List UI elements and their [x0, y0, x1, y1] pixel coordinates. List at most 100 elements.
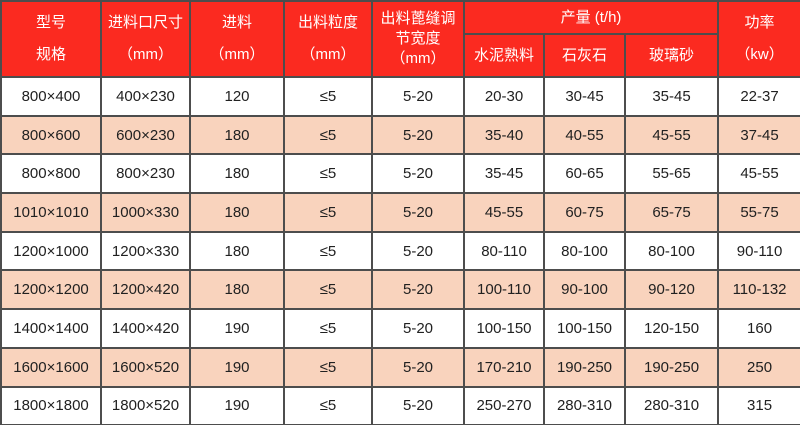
- table-cell: 120: [189, 76, 285, 117]
- header-grate-gap-adjust-width: 出料蓖缝调 节宽度 （mm）: [371, 0, 465, 78]
- table-cell: 5-20: [371, 153, 465, 195]
- table-cell: 35-45: [463, 153, 545, 195]
- table-cell: 250: [717, 346, 800, 388]
- table-row: 1200×1000 1200×330 180 ≤5 5-20 80-110 80-100 80…: [0, 230, 800, 272]
- table-cell: 5-20: [371, 308, 465, 349]
- table-cell: 5-20: [371, 385, 465, 425]
- table-cell: 180: [189, 114, 285, 156]
- table-cell: 20-30: [463, 76, 545, 117]
- table-cell: 180: [189, 269, 285, 311]
- table-cell: 5-20: [371, 192, 465, 233]
- table-cell: ≤5: [283, 230, 373, 272]
- table-cell: 170-210: [463, 346, 545, 388]
- table-cell: 110-132: [717, 269, 800, 311]
- table-cell: 190: [189, 346, 285, 388]
- table-cell: 5-20: [371, 269, 465, 311]
- table-row: 800×600 600×230 180 ≤5 5-20 35-40 40-55 45-55 37…: [0, 114, 800, 156]
- table-row: 1010×1010 1000×330 180 ≤5 5-20 45-55 60-75 65-7…: [0, 192, 800, 233]
- header-feed: 进料 （mm）: [189, 0, 285, 78]
- table-header: 型号 规格 进料口尺寸 （mm） 进料 （mm） 出料粒度 （mm） 出料蓖缝调…: [0, 0, 800, 78]
- table-cell: 65-75: [623, 192, 720, 233]
- header-power: 功率 （kw）: [717, 0, 800, 78]
- table-cell: 800×800: [0, 153, 102, 195]
- table-cell: ≤5: [283, 192, 373, 233]
- table-cell: 280-310: [623, 385, 720, 425]
- table-cell: 90-110: [717, 230, 800, 272]
- table-body: 800×400 400×230 120 ≤5 5-20 20-30 30-45 35-45 22…: [0, 76, 800, 425]
- table-cell: ≤5: [283, 269, 373, 311]
- table-cell: ≤5: [283, 385, 373, 425]
- table-cell: ≤5: [283, 114, 373, 156]
- table-cell: 190: [189, 385, 285, 425]
- table-cell: 100-150: [463, 308, 545, 349]
- table-cell: 1200×420: [100, 269, 191, 311]
- table-cell: 190: [189, 308, 285, 349]
- table-cell: 90-120: [623, 269, 720, 311]
- table-cell: ≤5: [283, 308, 373, 349]
- table-cell: 60-75: [543, 192, 626, 233]
- table-cell: 60-65: [543, 153, 626, 195]
- table-cell: 100-150: [543, 308, 626, 349]
- table-cell: 55-65: [623, 153, 720, 195]
- table-cell: 80-100: [623, 230, 720, 272]
- table-cell: 100-110: [463, 269, 545, 311]
- table-cell: 600×230: [100, 114, 191, 156]
- header-output-particle-size: 出料粒度 （mm）: [283, 0, 373, 78]
- table-row: 1600×1600 1600×520 190 ≤5 5-20 170-210 190-250…: [0, 346, 800, 388]
- table-cell: 55-75: [717, 192, 800, 233]
- table-cell: 1400×420: [100, 308, 191, 349]
- table-cell: 120-150: [623, 308, 720, 349]
- header-capacity-group: 产量 (t/h): [462, 0, 720, 35]
- table-cell: 190-250: [623, 346, 720, 388]
- table-cell: 35-40: [463, 114, 545, 156]
- table-cell: 800×600: [0, 114, 102, 156]
- table-cell: 1010×1010: [0, 192, 102, 233]
- header-glass-sand: 玻璃砂: [623, 33, 720, 78]
- table-cell: 80-110: [463, 230, 545, 272]
- table-row: 1800×1800 1800×520 190 ≤5 5-20 250-270 280-310…: [0, 385, 800, 425]
- table-row: 1400×1400 1400×420 190 ≤5 5-20 100-150 100-150…: [0, 308, 800, 349]
- table-cell: 1400×1400: [0, 308, 102, 349]
- table-row: 800×400 400×230 120 ≤5 5-20 20-30 30-45 35-45 22…: [0, 76, 800, 117]
- table-cell: 1600×520: [100, 346, 191, 388]
- table-cell: 180: [189, 230, 285, 272]
- table-cell: 37-45: [717, 114, 800, 156]
- table-cell: 22-37: [717, 76, 800, 117]
- table-cell: 1000×330: [100, 192, 191, 233]
- table-cell: ≤5: [283, 76, 373, 117]
- table-cell: 45-55: [623, 114, 720, 156]
- table-cell: 90-100: [543, 269, 626, 311]
- table-cell: 800×230: [100, 153, 191, 195]
- table-cell: 180: [189, 153, 285, 195]
- table-row: 800×800 800×230 180 ≤5 5-20 35-45 60-65 55-65 45…: [0, 153, 800, 195]
- table-cell: 5-20: [371, 114, 465, 156]
- table-cell: 1800×1800: [0, 385, 102, 425]
- header-row-sub: 水泥熟料 石灰石 玻璃砂: [1, 33, 800, 78]
- table-cell: 315: [717, 385, 800, 425]
- table-cell: 1600×1600: [0, 346, 102, 388]
- header-cement-clinker: 水泥熟料: [463, 33, 545, 78]
- table-cell: 45-55: [463, 192, 545, 233]
- table-cell: 1200×1000: [0, 230, 102, 272]
- table-cell: 250-270: [463, 385, 545, 425]
- table-cell: ≤5: [283, 346, 373, 388]
- table-cell: 180: [189, 192, 285, 233]
- table-cell: 35-45: [623, 76, 720, 117]
- table-cell: 190-250: [543, 346, 626, 388]
- header-row-top: 型号 规格 进料口尺寸 （mm） 进料 （mm） 出料粒度 （mm） 出料蓖缝调…: [0, 0, 800, 78]
- table-cell: 30-45: [543, 76, 626, 117]
- table-cell: 400×230: [100, 76, 191, 117]
- table-cell: 1800×520: [100, 385, 191, 425]
- table-cell: 5-20: [371, 76, 465, 117]
- table-cell: 800×400: [0, 76, 102, 117]
- header-limestone: 石灰石: [543, 33, 626, 78]
- table-cell: 1200×1200: [0, 269, 102, 311]
- header-feed-opening-size: 进料口尺寸 （mm）: [100, 0, 191, 78]
- table-cell: 45-55: [717, 153, 800, 195]
- table-row: 1200×1200 1200×420 180 ≤5 5-20 100-110 90-100 9…: [0, 269, 800, 311]
- table-cell: 5-20: [371, 230, 465, 272]
- table-cell: 40-55: [543, 114, 626, 156]
- table-cell: 5-20: [371, 346, 465, 388]
